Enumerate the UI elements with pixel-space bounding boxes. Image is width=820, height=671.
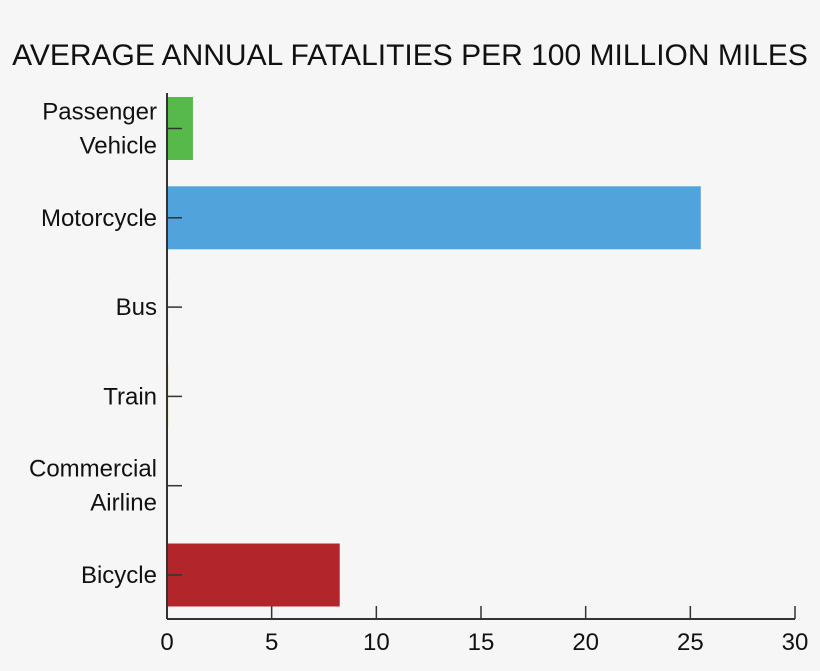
x-tick-label: 0	[160, 629, 173, 656]
y-tick-label: Train	[103, 383, 157, 410]
y-tick-label: Motorcycle	[41, 205, 157, 232]
y-tick-label: Vehicle	[80, 133, 157, 160]
bar	[167, 543, 340, 607]
x-tick-label: 15	[468, 629, 495, 656]
x-tick-label: 5	[265, 629, 278, 656]
y-tick-label: Bus	[116, 294, 157, 321]
x-tick-label: 25	[677, 629, 704, 656]
y-tick-label: Bicycle	[81, 562, 157, 589]
x-tick-label: 10	[363, 629, 390, 656]
x-tick-label: 20	[572, 629, 599, 656]
y-tick-label: Airline	[90, 490, 157, 517]
y-tick-label: Passenger	[42, 99, 157, 126]
bar	[167, 186, 701, 250]
chart-title: AVERAGE ANNUAL FATALITIES PER 100 MILLIO…	[12, 39, 808, 72]
y-tick-label: Commercial	[29, 456, 157, 483]
x-tick-label: 30	[782, 629, 809, 656]
